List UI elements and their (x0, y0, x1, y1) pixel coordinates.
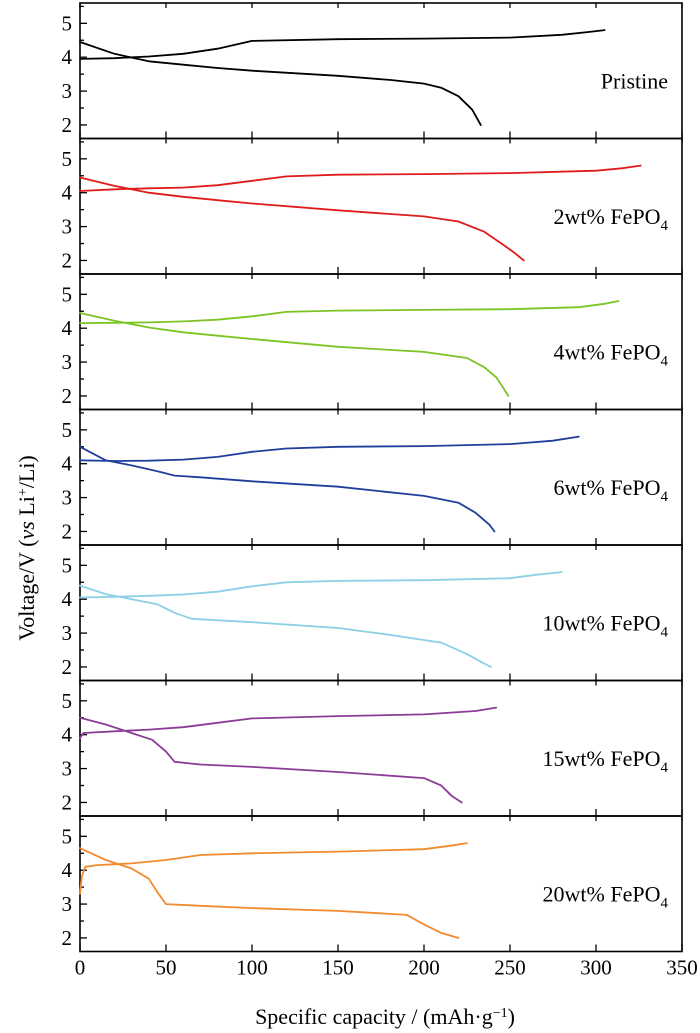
charge-curve (79, 29, 606, 60)
y-axis-title-italic: vs (14, 521, 39, 539)
y-tick-label: 2 (62, 113, 73, 137)
panel-label-loading: 4wt% (554, 339, 611, 364)
panel-label: 15wt% FePO4 (543, 746, 669, 776)
panel-label: 2wt% FePO4 (554, 204, 669, 234)
y-tick-label: 2 (62, 655, 73, 679)
y-tick-label: 2 (62, 384, 73, 408)
x-axis-title: Specific capacity / (mAh·g−1) (255, 1004, 515, 1029)
y-axis-title-mid: Li (14, 496, 39, 521)
charge-curve (79, 300, 620, 324)
panel-label: 10wt% FePO4 (543, 610, 669, 640)
y-tick-label: 5 (62, 824, 73, 848)
x-axis-title-main: Specific capacity / (mAh·g (255, 1004, 493, 1029)
charge-curve (79, 164, 642, 192)
panel-label-loading: 15wt% (543, 746, 611, 771)
charge-curve (79, 435, 580, 462)
y-tick-label: 3 (62, 892, 73, 916)
panel-label: 6wt% FePO4 (554, 475, 669, 505)
y-tick-label: 3 (62, 215, 73, 239)
y-tick-label: 5 (62, 689, 73, 713)
y-tick-label: 5 (62, 147, 73, 171)
x-axis-title-sup: −1 (493, 1006, 508, 1021)
y-tick-label: 5 (62, 282, 73, 306)
x-tick-label: 350 (666, 956, 698, 980)
y-axis-title-tail: /Li) (14, 455, 39, 488)
panel-label-compound: FePO (610, 204, 660, 229)
y-tick-label: 3 (62, 621, 73, 645)
y-tick-label: 3 (62, 757, 73, 781)
y-tick-label: 3 (62, 350, 73, 374)
y-tick-label: 2 (62, 926, 73, 950)
y-axis-title-sup: + (16, 488, 31, 496)
charge-curve (79, 571, 563, 599)
y-tick-label: 4 (62, 181, 73, 205)
discharge-curve (79, 584, 492, 668)
y-tick-label: 5 (62, 418, 73, 442)
discharge-curve (79, 445, 496, 533)
y-tick-label: 4 (62, 452, 73, 476)
discharge-curve (79, 312, 510, 397)
x-tick-label: 300 (580, 956, 612, 980)
y-tick-label: 2 (62, 519, 73, 543)
panel-0: 2 3 4 5 Pristine (62, 2, 683, 140)
y-tick-label: 2 (62, 790, 73, 814)
x-tick-label: 100 (236, 956, 268, 980)
panel-label-compound: FePO (610, 881, 660, 906)
panel-label-compound: FePO (610, 339, 660, 364)
x-tick-label: 50 (156, 956, 177, 980)
discharge-curve (79, 176, 525, 262)
y-tick-label: 3 (62, 486, 73, 510)
discharge-curve (79, 716, 463, 804)
panel-label-compound: FePO (610, 746, 660, 771)
y-tick-label: 4 (62, 587, 73, 611)
x-tick-label: 150 (322, 956, 354, 980)
y-tick-label: 4 (62, 316, 73, 340)
y-tick-label: 3 (62, 79, 73, 103)
panel-label-subscript: 4 (661, 760, 669, 776)
discharge-curve (79, 847, 460, 939)
panel-label-subscript: 4 (661, 895, 669, 911)
y-tick-label: 4 (62, 45, 73, 69)
x-tick-label: 250 (494, 956, 526, 980)
y-tick-label: 5 (62, 553, 73, 577)
panel-label-loading: 20wt% (543, 881, 611, 906)
x-axis-title-tail: ) (508, 1004, 515, 1029)
panel-label-compound: FePO (610, 475, 660, 500)
x-tick-labels: 0 50 100 150 200 250 300 350 (75, 956, 698, 980)
panel-label-loading: 10wt% (543, 610, 611, 635)
y-tick-label: 2 (62, 248, 73, 272)
panel-label-subscript: 4 (661, 489, 669, 505)
panel-label-subscript: 4 (661, 218, 669, 234)
charge-curve (79, 842, 468, 895)
panel-label-compound: FePO (610, 610, 660, 635)
panel-label: 20wt% FePO4 (543, 881, 669, 911)
y-tick-label: 5 (62, 11, 73, 35)
panel-label: 4wt% FePO4 (554, 339, 669, 369)
charge-curve (79, 706, 498, 739)
panel-label-subscript: 4 (661, 353, 669, 369)
x-tick-label: 0 (75, 956, 86, 980)
panel-label-subscript: 4 (661, 624, 669, 640)
y-axis-title: Voltage/V (vs Li+/Li) (14, 455, 39, 641)
panel-frame (79, 2, 683, 140)
y-tick-label: 4 (62, 723, 73, 747)
panel-label: Pristine (601, 68, 668, 93)
panel-frame (79, 815, 683, 953)
panel-label-loading: 6wt% (554, 475, 611, 500)
panel-label-loading: 2wt% (554, 204, 611, 229)
y-tick-label: 4 (62, 858, 73, 882)
x-tick-label: 200 (408, 956, 440, 980)
discharge-curve (79, 41, 482, 126)
y-axis-title-pre: Voltage/V ( (14, 540, 39, 641)
